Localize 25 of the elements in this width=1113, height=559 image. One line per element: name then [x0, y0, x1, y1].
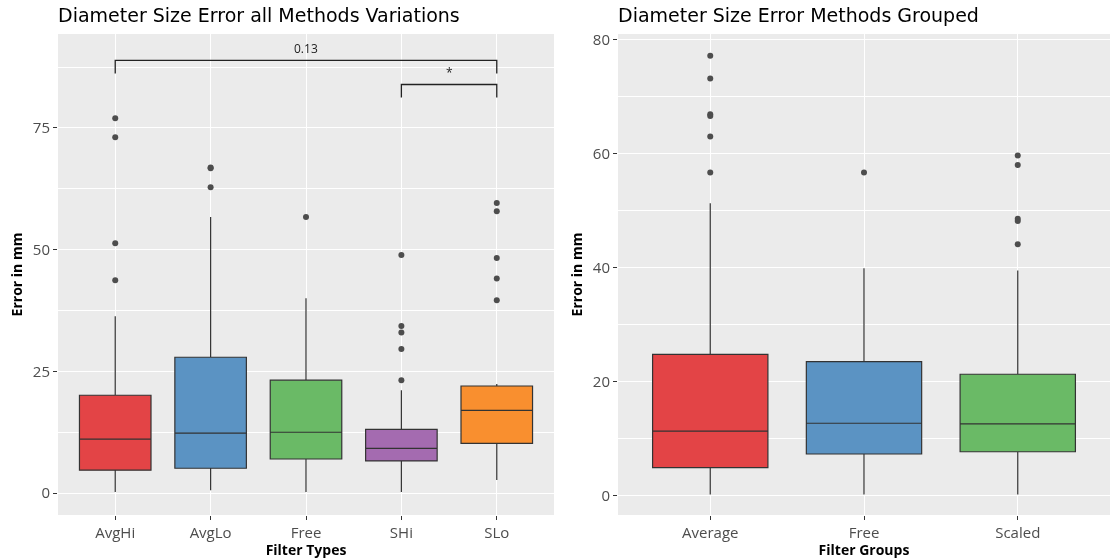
- x-tick-label: AvgHi: [95, 522, 136, 542]
- y-tick-label: 20: [592, 370, 610, 391]
- x-tick-label: Free: [290, 522, 322, 542]
- x-axis-title: Filter Groups: [818, 540, 910, 559]
- y-tick-label: 40: [592, 256, 610, 277]
- y-axis-title: Error in mm: [7, 232, 27, 317]
- x-tick-label: Average: [682, 522, 739, 542]
- y-tick-label: 25: [32, 360, 50, 381]
- y-tick-label: 60: [592, 142, 610, 163]
- x-tick-label: SLo: [484, 522, 510, 542]
- annotation: 0.13: [294, 40, 318, 57]
- chart-title: Diameter Size Error all Methods Variations: [58, 3, 460, 26]
- x-tick-label: Scaled: [995, 522, 1041, 542]
- y-tick-label: 0: [41, 482, 50, 503]
- x-tick-label: Free: [848, 522, 880, 542]
- x-tick-label: AvgLo: [189, 522, 232, 542]
- y-tick-label: 0: [601, 484, 610, 505]
- x-axis-title: Filter Types: [265, 540, 347, 559]
- y-tick-label: 80: [592, 28, 610, 49]
- y-axis-title: Error in mm: [567, 232, 587, 317]
- chart-title: Diameter Size Error Methods Grouped: [618, 3, 979, 26]
- y-tick-label: 75: [32, 117, 50, 138]
- y-tick-label: 50: [32, 238, 50, 259]
- x-tick-label: SHi: [389, 522, 413, 542]
- annotation: *: [446, 64, 453, 81]
